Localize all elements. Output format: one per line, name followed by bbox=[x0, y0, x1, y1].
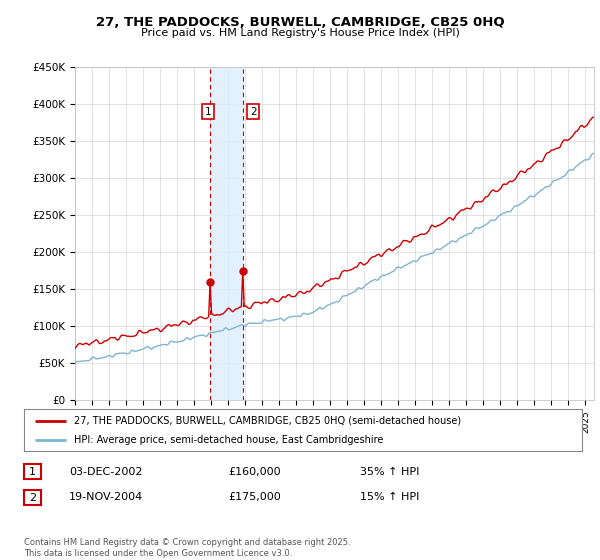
Text: 1: 1 bbox=[29, 467, 36, 477]
Text: 2: 2 bbox=[29, 493, 36, 502]
Text: 03-DEC-2002: 03-DEC-2002 bbox=[69, 466, 143, 477]
Text: 19-NOV-2004: 19-NOV-2004 bbox=[69, 492, 143, 502]
Bar bbox=[210, 67, 243, 400]
Text: HPI: Average price, semi-detached house, East Cambridgeshire: HPI: Average price, semi-detached house,… bbox=[74, 435, 383, 445]
Text: 1: 1 bbox=[205, 106, 211, 116]
Text: £175,000: £175,000 bbox=[228, 492, 281, 502]
Text: 27, THE PADDOCKS, BURWELL, CAMBRIDGE, CB25 0HQ (semi-detached house): 27, THE PADDOCKS, BURWELL, CAMBRIDGE, CB… bbox=[74, 416, 461, 426]
Text: 27, THE PADDOCKS, BURWELL, CAMBRIDGE, CB25 0HQ: 27, THE PADDOCKS, BURWELL, CAMBRIDGE, CB… bbox=[95, 16, 505, 29]
Text: Price paid vs. HM Land Registry's House Price Index (HPI): Price paid vs. HM Land Registry's House … bbox=[140, 28, 460, 38]
Text: Contains HM Land Registry data © Crown copyright and database right 2025.
This d: Contains HM Land Registry data © Crown c… bbox=[24, 538, 350, 558]
Text: £160,000: £160,000 bbox=[228, 466, 281, 477]
Text: 15% ↑ HPI: 15% ↑ HPI bbox=[360, 492, 419, 502]
Text: 2: 2 bbox=[250, 106, 257, 116]
Text: 35% ↑ HPI: 35% ↑ HPI bbox=[360, 466, 419, 477]
